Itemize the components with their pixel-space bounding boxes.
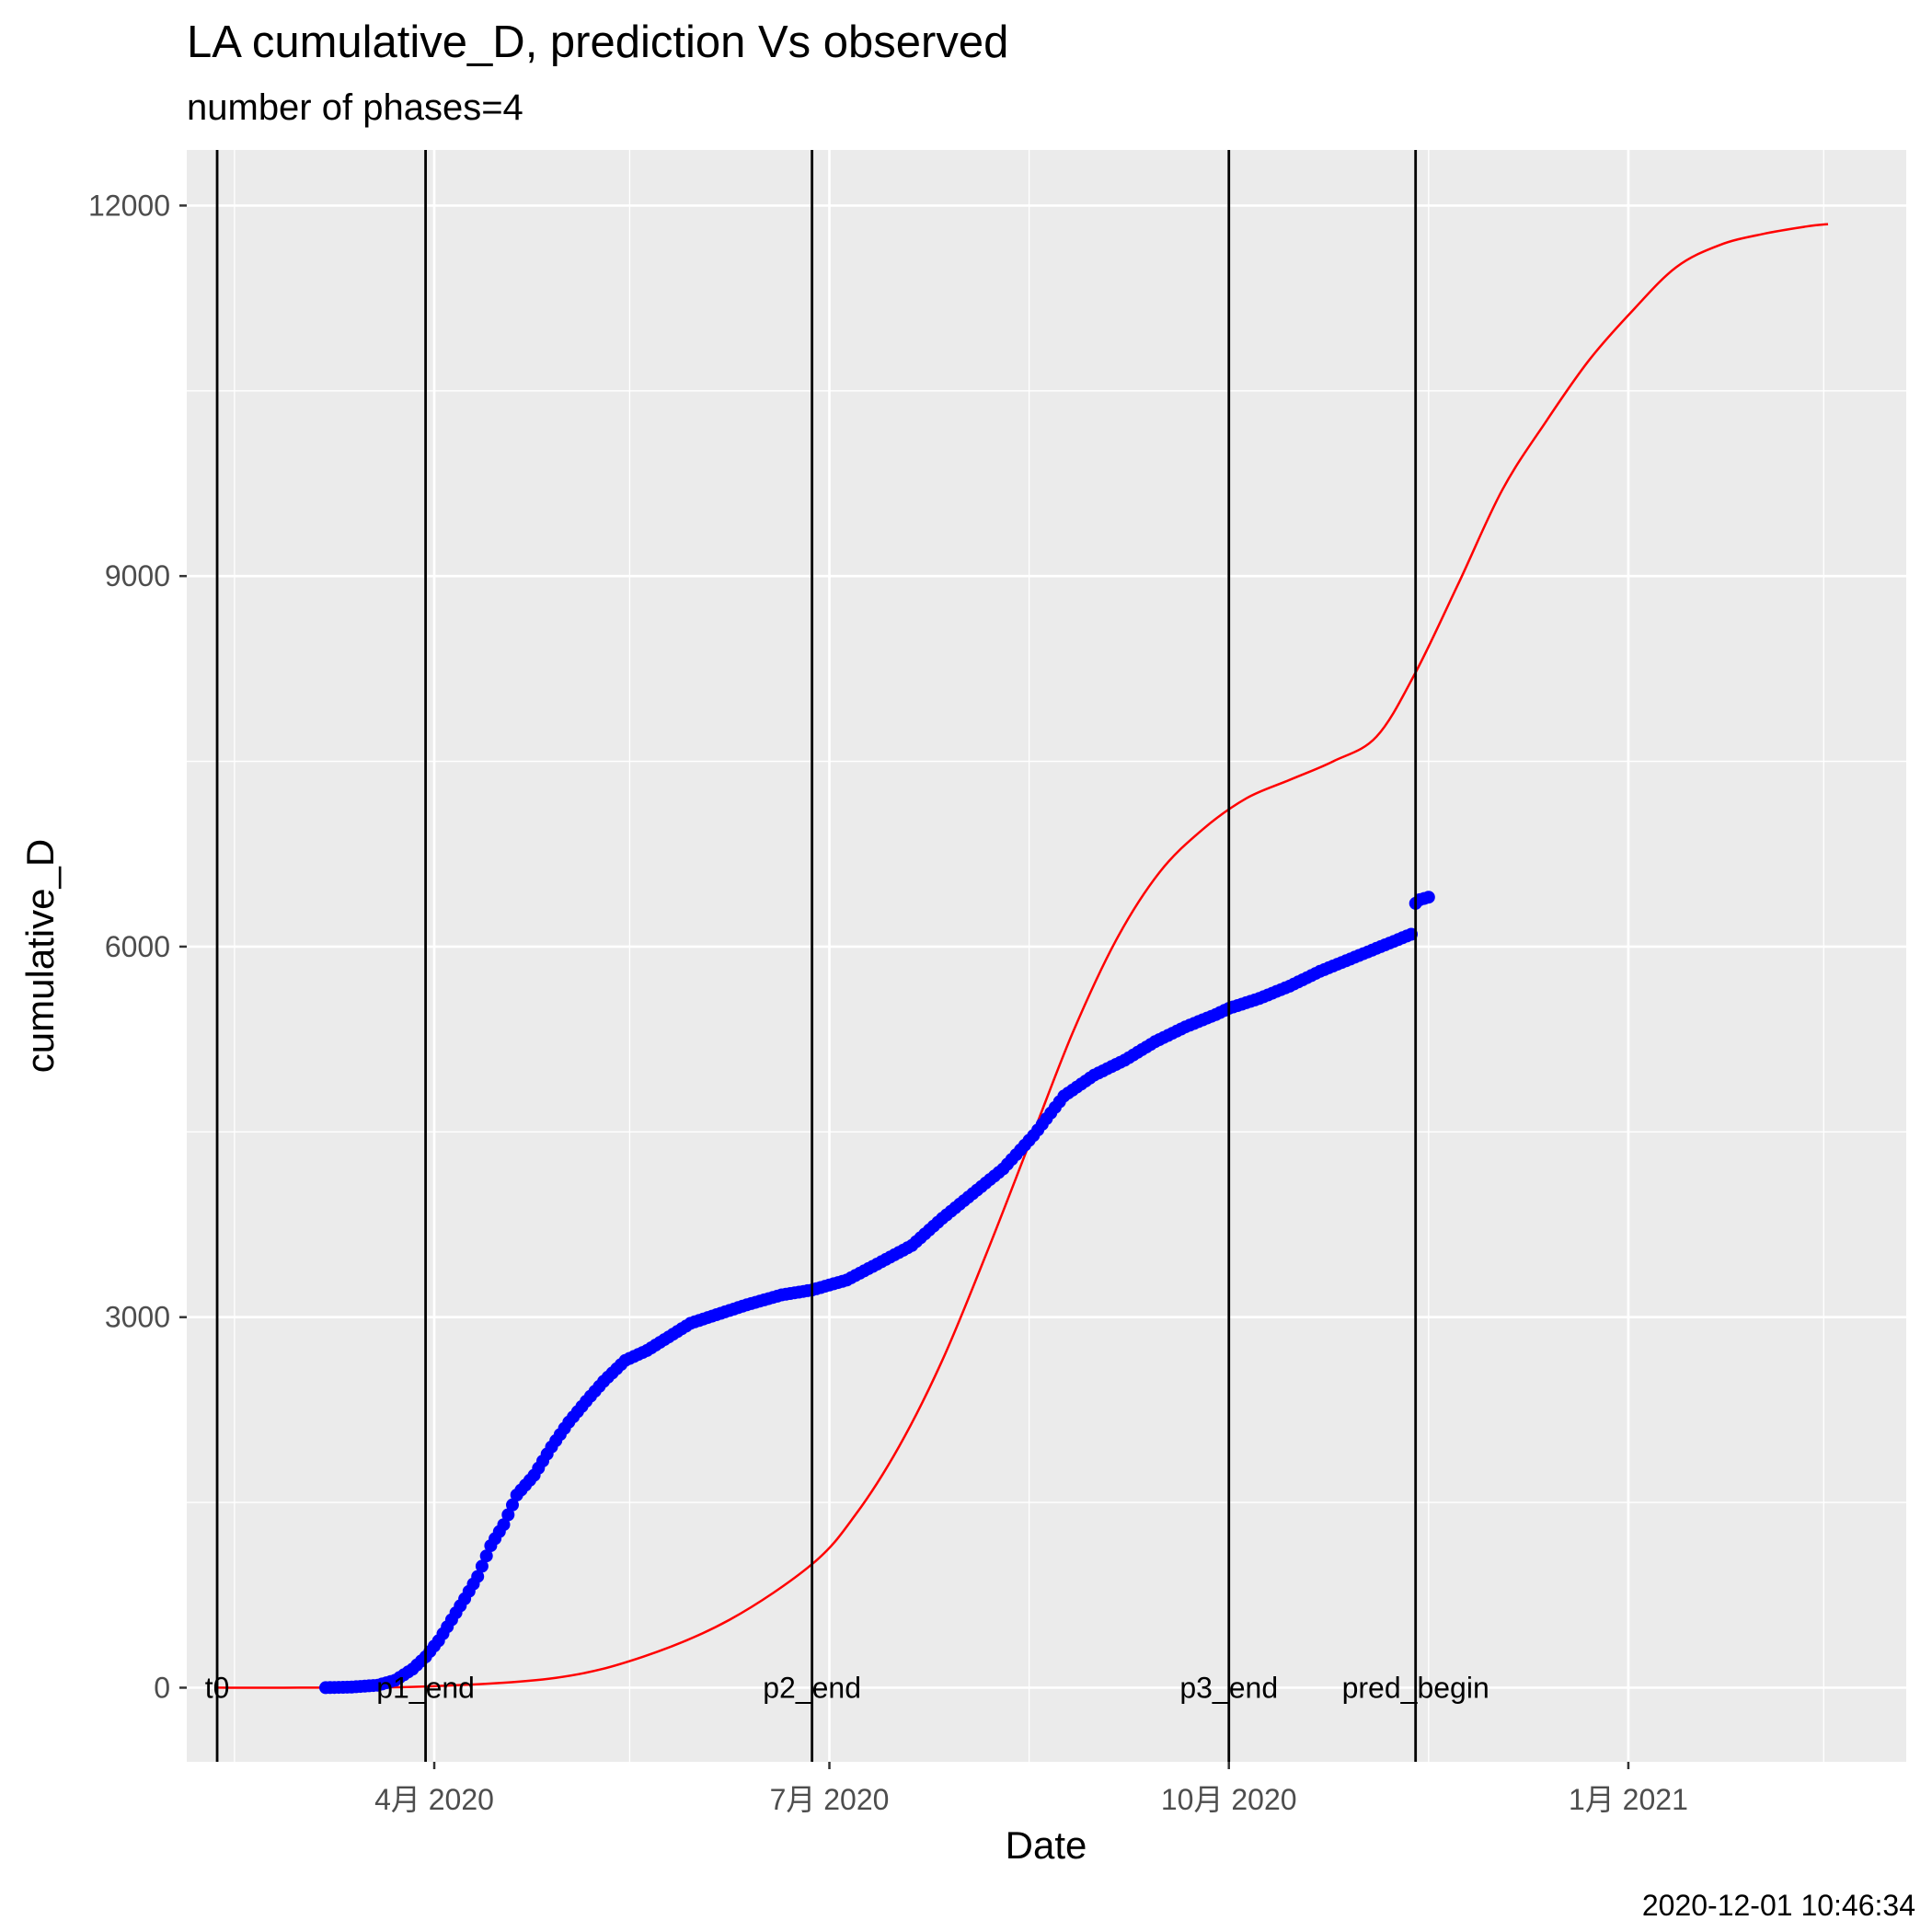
y-tick-label: 12000	[88, 189, 170, 222]
x-tick-label: 1月 2021	[1569, 1783, 1688, 1816]
observed-point	[497, 1518, 511, 1532]
observed-point	[479, 1549, 493, 1563]
x-tick-label: 7月 2020	[770, 1783, 890, 1816]
plot-panel	[187, 150, 1906, 1762]
observed-point	[471, 1570, 485, 1583]
observed-series-points	[319, 891, 1435, 1695]
y-tick-label: 6000	[105, 930, 170, 963]
x-axis-title: Date	[1006, 1823, 1087, 1867]
chart-subtitle: number of phases=4	[187, 87, 523, 128]
phase-label-t0: t0	[205, 1671, 230, 1704]
y-tick-label: 3000	[105, 1301, 170, 1334]
chart-title: LA cumulative_D, prediction Vs observed	[187, 17, 1008, 67]
y-axis-title: cumulative_D	[18, 839, 62, 1073]
prediction-series-line	[216, 223, 1829, 1689]
y-tick-label: 9000	[105, 559, 170, 592]
phase-label-p3-end: p3_end	[1179, 1671, 1278, 1704]
observed-point	[1421, 891, 1435, 904]
phase-marker-lines	[215, 150, 1418, 1762]
observed-point	[475, 1559, 489, 1573]
y-axis: 0 3000 6000 9000 12000	[88, 189, 187, 1704]
x-tick-label: 10月 2020	[1161, 1783, 1297, 1816]
chart-caption: 2020-12-01 10:46:34	[1642, 1889, 1915, 1922]
phase-label-p2-end: p2_end	[763, 1671, 861, 1704]
phase-marker-labels: t0 p1_end p2_end p3_end pred_begin	[205, 1671, 1489, 1704]
x-tick-label: 4月 2020	[374, 1783, 494, 1816]
observed-point	[501, 1508, 515, 1522]
observed-point	[506, 1498, 519, 1512]
y-tick-label: 0	[154, 1671, 170, 1704]
phase-label-pred-begin: pred_begin	[1342, 1671, 1489, 1704]
phase-label-p1-end: p1_end	[376, 1671, 475, 1704]
minor-gridlines	[187, 150, 1906, 1762]
x-axis: 4月 2020 7月 2020 10月 2020 1月 2021	[374, 1762, 1688, 1816]
